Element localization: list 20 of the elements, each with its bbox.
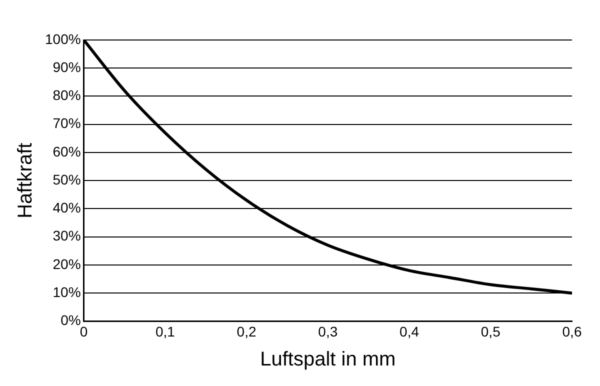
y-tick-label: 40% bbox=[52, 200, 81, 216]
y-tick-label: 0% bbox=[60, 312, 81, 328]
x-axis-title: Luftspalt in mm bbox=[260, 348, 396, 371]
y-tick-label: 20% bbox=[52, 256, 81, 272]
y-tick-label: 100% bbox=[44, 30, 81, 47]
x-tick-label: 0,2 bbox=[236, 323, 256, 340]
x-tick-label: 0,1 bbox=[155, 323, 176, 340]
x-tick-label: 0,5 bbox=[480, 323, 501, 340]
y-tick-label: 50% bbox=[52, 171, 81, 188]
x-tick-label: 0,3 bbox=[318, 323, 338, 340]
y-tick-label: 60% bbox=[52, 143, 81, 160]
x-tick-label: 0 bbox=[80, 323, 88, 340]
y-tick-label: 90% bbox=[52, 58, 81, 75]
y-axis-title: Haftkraft bbox=[14, 142, 37, 218]
x-tick-label: 0,6 bbox=[562, 323, 582, 340]
y-tick-label: 80% bbox=[52, 87, 81, 104]
y-tick-label: 70% bbox=[52, 115, 81, 132]
y-tick-label: 30% bbox=[52, 228, 81, 244]
x-tick-label: 0,4 bbox=[400, 323, 420, 340]
y-tick-label: 10% bbox=[52, 284, 81, 300]
